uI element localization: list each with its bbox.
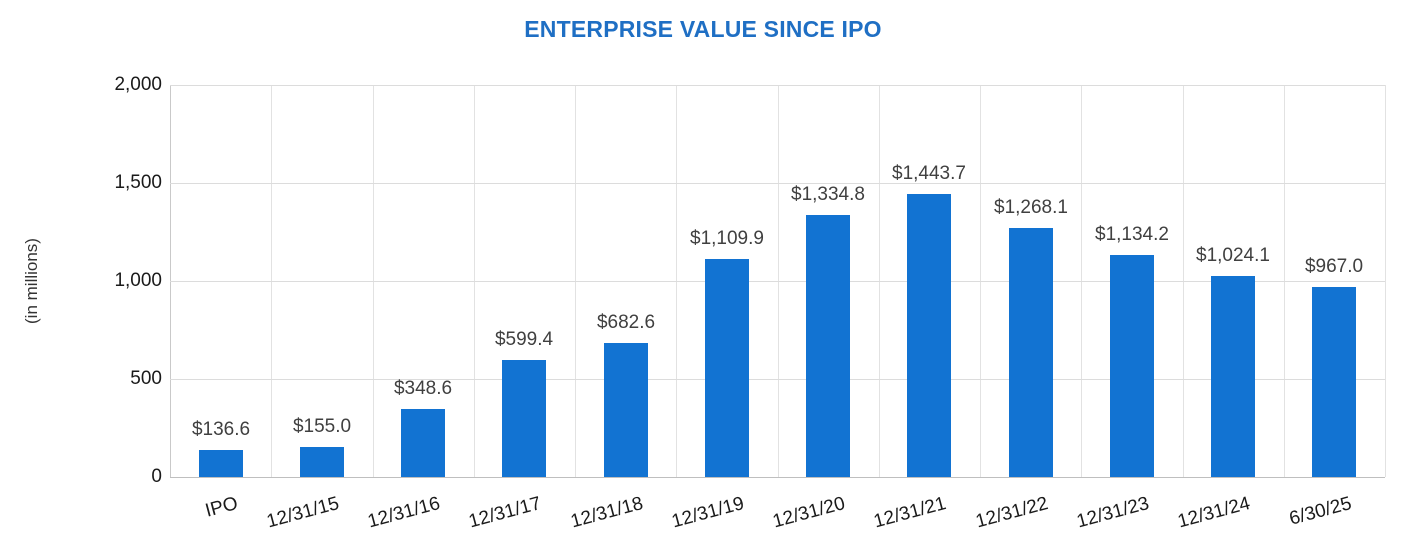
bar [1312,287,1356,477]
bar-value-label: $967.0 [1304,256,1364,277]
bar-value-label: $1,109.9 [690,228,764,249]
bar [502,360,546,477]
y-axis-title: (in millions) [22,238,41,324]
x-tick-label-text: 12/31/19 [669,493,747,533]
x-tick-label-text: 12/31/20 [770,493,848,533]
x-axis-tick-labels: IPO 12/31/15 12/31/16 12/31/17 12/31/18 12/31… [170,483,1385,553]
x-tick-label-text: 12/31/22 [973,493,1051,533]
bar-value-label: $682.6 [596,312,656,333]
y-tick-label: 500 [130,368,162,389]
bar [199,450,243,477]
bar [1009,228,1053,477]
h-gridline [170,85,1385,86]
x-tick-label-text: 12/31/24 [1175,493,1253,533]
bar-value-label: $1,443.7 [892,163,966,184]
y-tick-label: 1,500 [114,172,162,193]
plot-area: $136.6 $155.0 $348.6 $599.4 $682.6 $1,109.9 $1… [170,85,1386,478]
x-tick-label-text: 12/31/17 [466,493,544,533]
x-tick-label-text: 12/31/18 [568,493,646,533]
y-tick-label: 0 [151,466,162,487]
bar [300,447,344,477]
x-tick-label-text: 12/31/21 [871,493,949,533]
bar-value-label: $155.0 [292,416,352,437]
x-tick-label-text: 12/31/23 [1074,493,1152,533]
h-gridline [170,183,1385,184]
bar [604,343,648,477]
x-tick-label-text: 12/31/16 [365,493,443,533]
bar [705,259,749,477]
chart-title: ENTERPRISE VALUE SINCE IPO [524,16,882,42]
bar [1110,255,1154,477]
bar [806,215,850,477]
bar-value-label: $1,134.2 [1095,224,1169,245]
v-gridline [1385,85,1386,477]
y-tick-label: 1,000 [114,270,162,291]
h-gridline [170,379,1385,380]
bar-value-label: $1,334.8 [791,184,865,205]
bar-value-label: $348.6 [393,378,453,399]
bar [1211,276,1255,477]
bar-value-label: $599.4 [494,329,554,350]
y-tick-label: 2,000 [114,74,162,95]
x-tick-label-text: 12/31/15 [264,493,342,533]
bar-value-label: $1,024.1 [1196,245,1270,266]
x-axis-line [170,477,1385,478]
bar [907,194,951,477]
bar [401,409,445,477]
bar-value-label: $1,268.1 [994,197,1068,218]
bar-value-label: $136.6 [191,419,251,440]
x-tick-label-text: IPO [203,493,241,522]
x-tick-label-text: 6/30/25 [1286,493,1354,530]
h-gridline [170,281,1385,282]
